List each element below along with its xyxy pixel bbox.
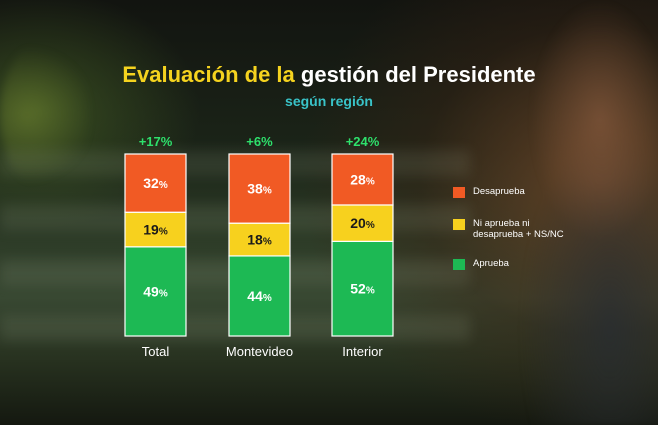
chart-title: Evaluación de la gestión del Presidente xyxy=(0,62,658,88)
bar-segment-aprueba-total xyxy=(124,246,187,337)
flag-sun-decoration xyxy=(0,40,90,190)
legend-swatch xyxy=(453,259,465,270)
legend-label: Aprueba xyxy=(473,258,509,269)
bar-segment-desaprueba-montevideo xyxy=(228,153,291,224)
legend-item-aprueba: Aprueba xyxy=(453,258,573,270)
legend-swatch xyxy=(453,219,465,230)
data-label: 49% xyxy=(143,283,168,299)
legend-label: Desaprueba xyxy=(473,186,525,197)
category-label: Total xyxy=(142,344,170,359)
data-label: 32% xyxy=(143,175,168,191)
data-label: 18% xyxy=(247,232,272,248)
president-photo xyxy=(520,0,658,425)
chart-subtitle: según región xyxy=(285,93,373,109)
bar-segment-desaprueba-total xyxy=(124,153,187,213)
net-approval-label: +24% xyxy=(346,134,380,149)
data-label: 44% xyxy=(247,288,272,304)
bar-segment-aprueba-montevideo xyxy=(228,255,291,337)
net-approval-label: +6% xyxy=(246,134,273,149)
legend-item-ni-aprueba: Ni aprueba ni desaprueba + NS/NC xyxy=(453,218,573,240)
title-main: gestión del Presidente xyxy=(300,62,536,87)
data-label: 28% xyxy=(350,171,375,187)
net-approval-label: +17% xyxy=(139,134,173,149)
bar-segment-desaprueba-interior xyxy=(331,153,394,206)
data-label: 38% xyxy=(247,181,272,197)
bar-segment-ni-aprueba-ni-desaprueba-ns-nc-montevideo xyxy=(228,222,291,257)
data-label: 52% xyxy=(350,281,375,297)
data-label: 19% xyxy=(143,222,168,238)
data-label: 20% xyxy=(350,215,375,231)
title-highlight: Evaluación de la xyxy=(122,62,295,87)
category-label: Montevideo xyxy=(226,344,293,359)
bar-segment-aprueba-interior xyxy=(331,240,394,337)
legend-item-desaprueba: Desaprueba xyxy=(453,186,573,198)
category-label: Interior xyxy=(342,344,383,359)
legend-swatch xyxy=(453,187,465,198)
legend-label: Ni aprueba ni desaprueba + NS/NC xyxy=(473,218,564,240)
